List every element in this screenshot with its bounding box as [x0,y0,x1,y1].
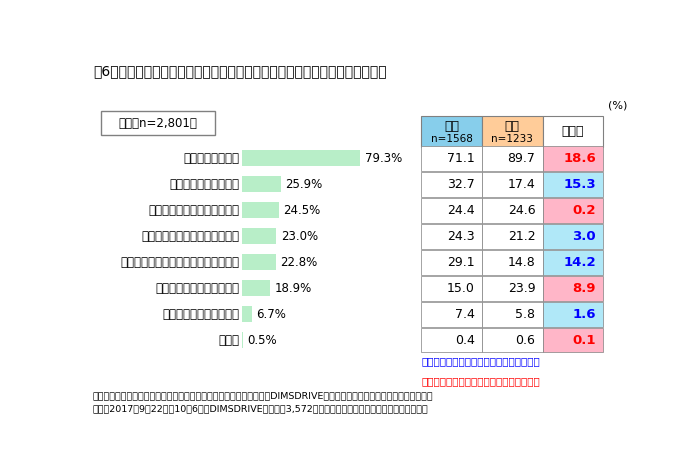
FancyBboxPatch shape [242,254,276,270]
Text: 15.3: 15.3 [564,178,596,191]
FancyBboxPatch shape [421,172,482,197]
FancyBboxPatch shape [242,280,270,296]
Text: 男性: 男性 [444,121,459,134]
Text: 男女差赤字・・・女性のほうが数値が高い: 男女差赤字・・・女性のほうが数値が高い [421,377,540,386]
Text: コーヒーチェーンのドリンク: コーヒーチェーンのドリンク [148,204,239,217]
Text: 71.1: 71.1 [447,152,475,165]
Text: 0.5%: 0.5% [247,334,276,346]
Text: 0.2: 0.2 [573,204,596,217]
FancyBboxPatch shape [242,176,281,192]
FancyBboxPatch shape [242,151,360,166]
FancyBboxPatch shape [542,116,603,147]
Text: 7.4: 7.4 [455,308,475,321]
Text: 23.0%: 23.0% [281,230,318,243]
FancyBboxPatch shape [421,250,482,274]
Text: 8.9: 8.9 [573,282,596,295]
Text: 15.0: 15.0 [447,282,475,295]
FancyBboxPatch shape [482,224,542,249]
Text: 14.8: 14.8 [508,256,536,269]
Text: 全体（n=2,801）: 全体（n=2,801） [118,116,197,129]
FancyBboxPatch shape [482,146,542,170]
FancyBboxPatch shape [482,172,542,197]
Text: コンビニのカウンターコーヒー: コンビニのカウンターコーヒー [141,230,239,243]
FancyBboxPatch shape [482,250,542,274]
Text: 表6　「あなたが飲むホットドリンクはどれが多いですか」　についての回答: 表6 「あなたが飲むホットドリンクはどれが多いですか」 についての回答 [93,64,386,79]
FancyBboxPatch shape [482,276,542,301]
FancyBboxPatch shape [542,224,603,249]
FancyBboxPatch shape [542,328,603,353]
FancyBboxPatch shape [242,332,243,348]
Text: 男女差青字・・・男性のほうが数値が高い: 男女差青字・・・男性のほうが数値が高い [421,356,540,366]
FancyBboxPatch shape [542,302,603,327]
Text: 男女差: 男女差 [562,125,584,138]
Text: 自動販売機のドリンク: 自動販売機のドリンク [169,178,239,191]
FancyBboxPatch shape [482,328,542,353]
Text: 18.9%: 18.9% [274,282,312,295]
Text: n=1233: n=1233 [491,134,533,145]
Text: 14.2: 14.2 [564,256,596,269]
Text: 5.8: 5.8 [515,308,536,321]
Text: 女性: 女性 [505,121,520,134]
Text: 24.4: 24.4 [447,204,475,217]
FancyBboxPatch shape [542,276,603,301]
FancyBboxPatch shape [421,276,482,301]
FancyBboxPatch shape [542,146,603,170]
FancyBboxPatch shape [421,328,482,353]
Text: 1.6: 1.6 [573,308,596,321]
Text: 22.8%: 22.8% [281,256,318,269]
FancyBboxPatch shape [542,172,603,197]
FancyBboxPatch shape [242,228,276,244]
Text: 24.3: 24.3 [447,230,475,243]
Text: 0.1: 0.1 [573,334,596,346]
FancyBboxPatch shape [242,306,252,322]
FancyBboxPatch shape [542,250,603,274]
Text: その他: その他 [218,334,239,346]
Text: 勤め先にあるものを飲む: 勤め先にあるものを飲む [162,308,239,321]
Text: n=1568: n=1568 [430,134,473,145]
Text: 6.7%: 6.7% [256,308,286,321]
Text: 32.7: 32.7 [447,178,475,191]
Text: 18.6: 18.6 [564,152,596,165]
Text: 0.6: 0.6 [515,334,536,346]
Text: 17.4: 17.4 [508,178,536,191]
FancyBboxPatch shape [482,198,542,223]
FancyBboxPatch shape [482,302,542,327]
FancyBboxPatch shape [421,198,482,223]
FancyBboxPatch shape [101,110,215,135]
Text: 24.6: 24.6 [508,204,536,217]
Text: 3.0: 3.0 [573,230,596,243]
Text: 0.4: 0.4 [455,334,475,346]
Text: 21.2: 21.2 [508,230,536,243]
FancyBboxPatch shape [421,224,482,249]
FancyBboxPatch shape [421,116,482,147]
Text: (%): (%) [608,101,627,110]
FancyBboxPatch shape [542,198,603,223]
Text: カフェ・コーヒーショップ: カフェ・コーヒーショップ [155,282,239,295]
Text: 29.1: 29.1 [447,256,475,269]
Text: 89.7: 89.7 [508,152,536,165]
Text: 25.9%: 25.9% [285,178,322,191]
Text: 家族やパートナーがいれてくれたもの: 家族やパートナーがいれてくれたもの [120,256,239,269]
FancyBboxPatch shape [482,116,542,147]
Text: 自分でいれたもの: 自分でいれたもの [183,152,239,165]
Text: 23.9: 23.9 [508,282,536,295]
FancyBboxPatch shape [421,302,482,327]
FancyBboxPatch shape [242,202,279,219]
Text: 調査機関：インターワイヤード株式会社が運営するネットリサーチ『DIMSDRIVE』実施のアンケート「ホットドリンク」。
期間：2017年9月22日～10月6日、: 調査機関：インターワイヤード株式会社が運営するネットリサーチ『DIMSDRIVE… [93,392,433,413]
FancyBboxPatch shape [421,146,482,170]
Text: 79.3%: 79.3% [365,152,402,165]
Text: 24.5%: 24.5% [283,204,321,217]
